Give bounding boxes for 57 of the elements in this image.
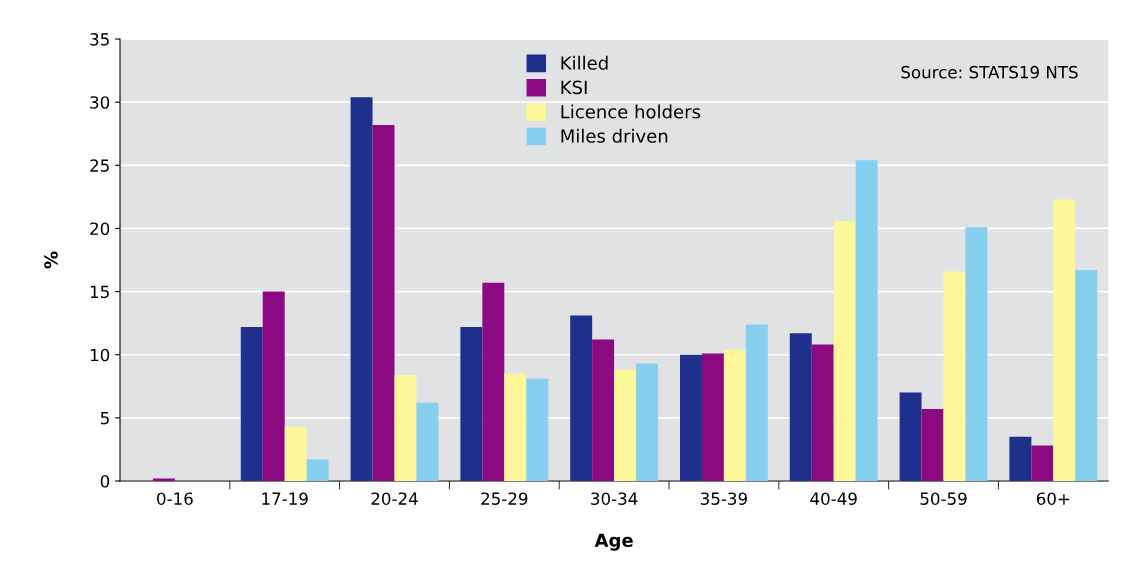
bar — [526, 378, 549, 481]
y-tick-label: 10 — [90, 348, 110, 362]
x-tick-label: 0-16 — [157, 492, 193, 505]
bar — [899, 392, 922, 481]
x-tick-label: 35-39 — [700, 492, 747, 505]
bar — [240, 326, 263, 481]
y-tick-label: 15 — [90, 285, 109, 299]
annotation: Source: STATS19 NTS — [901, 65, 1078, 79]
bar — [614, 369, 637, 481]
bar — [1009, 436, 1032, 481]
x-tick-label: 30-34 — [591, 492, 638, 505]
legend-label: KSI — [561, 80, 587, 95]
bar — [855, 160, 878, 481]
bar — [416, 402, 439, 481]
legend-label: Licence holders — [561, 104, 701, 119]
legend-label: Killed — [561, 55, 608, 70]
bar — [1053, 199, 1076, 481]
x-tick-label: 60+ — [1036, 492, 1070, 505]
legend-label: Miles driven — [561, 128, 668, 143]
y-axis-title: % — [44, 251, 58, 269]
bar — [284, 426, 307, 481]
x-tick-label: 50-59 — [920, 492, 967, 505]
bar — [262, 291, 285, 481]
y-tick-label: 30 — [90, 96, 110, 109]
x-tick-label: 25-29 — [481, 492, 528, 505]
bar — [833, 220, 856, 481]
bar — [1031, 445, 1054, 481]
y-tick-label: 5 — [100, 412, 109, 425]
bar — [921, 409, 944, 481]
bar — [394, 374, 417, 481]
bar — [965, 227, 988, 481]
x-tick-label: 17-19 — [262, 492, 308, 505]
bar — [679, 354, 702, 481]
y-tick-label: 0 — [100, 474, 110, 488]
y-tick-label: 35 — [90, 33, 109, 46]
bar — [460, 326, 483, 481]
bar — [350, 97, 373, 481]
bar — [789, 333, 812, 481]
y-tick-label: 25 — [90, 159, 109, 172]
x-tick-label: 20-24 — [371, 492, 418, 505]
bar — [482, 282, 505, 481]
bar — [701, 353, 724, 481]
bar — [372, 124, 395, 481]
bar — [570, 315, 593, 481]
x-tick-label: 40-49 — [810, 492, 857, 505]
bar — [306, 459, 329, 481]
bar — [504, 373, 527, 481]
bar — [152, 478, 175, 481]
bar — [811, 344, 834, 481]
bar — [745, 324, 768, 481]
bar — [636, 363, 659, 481]
x-axis-title: Age — [594, 533, 633, 551]
bar — [1075, 270, 1098, 481]
bar — [592, 339, 615, 481]
y-tick-label: 20 — [90, 222, 110, 236]
bar — [723, 349, 746, 481]
bar — [943, 271, 966, 481]
